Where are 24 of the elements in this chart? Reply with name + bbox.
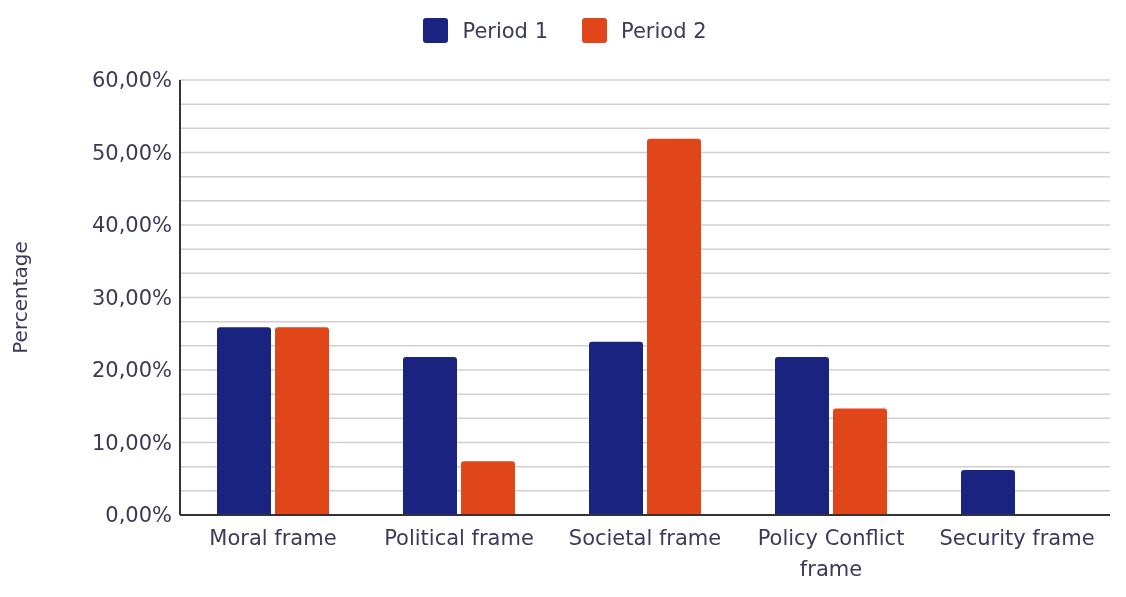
legend-label: Period 2 xyxy=(621,18,707,43)
y-tick-label: 60,00% xyxy=(91,68,172,93)
bar xyxy=(961,470,1015,515)
bar xyxy=(775,356,829,515)
y-tick-label: 50,00% xyxy=(91,140,172,165)
bar xyxy=(403,356,457,515)
y-axis-title: Percentage xyxy=(8,241,33,354)
y-tick-label: 30,00% xyxy=(91,285,172,310)
y-tick-label: 0,00% xyxy=(105,503,172,528)
x-tick-label: Policy Conflict frame xyxy=(757,526,905,581)
y-tick-label: 20,00% xyxy=(91,358,172,383)
bar xyxy=(589,341,643,515)
bar xyxy=(647,138,701,515)
y-tick-label: 10,00% xyxy=(91,430,172,455)
x-tick-label: Societal frame xyxy=(568,526,722,550)
x-tick-label: Security frame xyxy=(939,526,1095,550)
x-tick-label: Moral frame xyxy=(209,526,337,550)
x-tick-label: Political frame xyxy=(384,526,534,550)
bar xyxy=(461,461,515,515)
bar xyxy=(217,327,271,515)
bar xyxy=(833,408,887,515)
bar xyxy=(275,327,329,515)
legend-label: Period 1 xyxy=(462,18,548,43)
y-tick-label: 40,00% xyxy=(91,213,172,238)
